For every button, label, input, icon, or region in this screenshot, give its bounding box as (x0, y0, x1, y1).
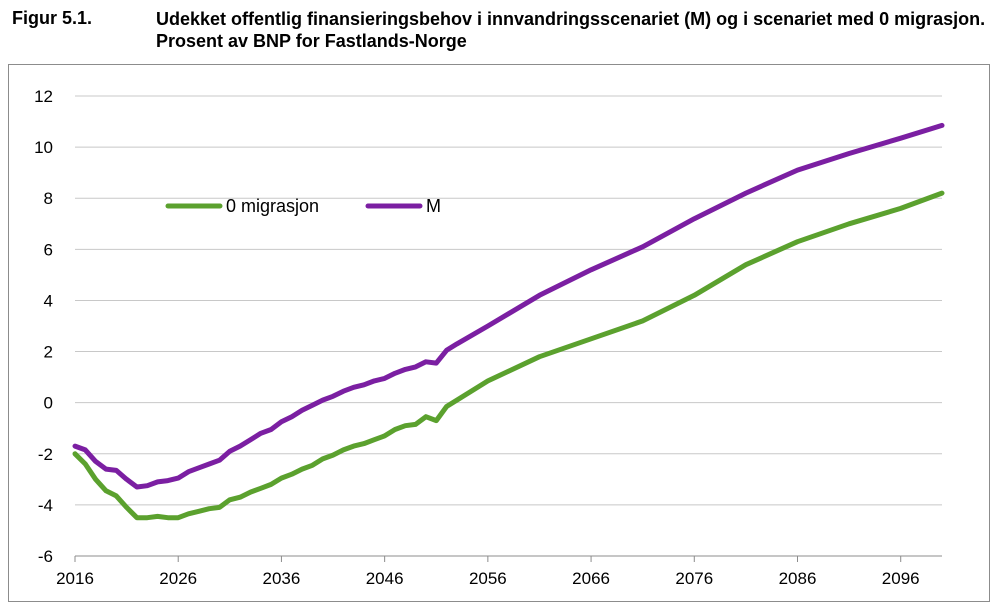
x-tick-label: 2056 (469, 569, 507, 588)
x-tick-label: 2046 (366, 569, 404, 588)
x-tick-label: 2026 (159, 569, 197, 588)
figure-title: Udekket offentlig finansieringsbehov i i… (156, 9, 986, 51)
series-line-zero-migration (72, 190, 945, 521)
figure-header: Figur 5.1. Udekket offentlig finansierin… (12, 6, 992, 62)
y-tick-label: -4 (38, 496, 53, 515)
y-tick-label: 10 (34, 138, 53, 157)
figure-number: Figur 5.1. (12, 8, 93, 28)
x-tick-label: 2076 (675, 569, 713, 588)
x-tick-label: 2016 (56, 569, 94, 588)
legend: 0 migrasjon M (165, 196, 441, 216)
legend-label: 0 migrasjon (226, 196, 319, 216)
y-tick-label: 4 (44, 291, 53, 310)
y-tick-label: 6 (44, 240, 53, 259)
series-line-m (72, 122, 945, 490)
gridlines (75, 95, 942, 557)
legend-label: M (426, 196, 441, 216)
x-tick-label: 2066 (572, 569, 610, 588)
x-tick-label: 2086 (779, 569, 817, 588)
chart-frame (8, 64, 990, 602)
x-tick-label: 2036 (263, 569, 301, 588)
y-tick-label: -6 (38, 547, 53, 566)
y-tick-label: 0 (44, 394, 53, 413)
x-axis: 2016 2026 2036 2046 2056 2066 2076 2086 2096 (56, 555, 942, 588)
y-tick-label: 8 (44, 189, 53, 208)
y-axis: -6 -4 -2 0 2 4 6 8 10 12 (34, 87, 53, 566)
y-tick-label: 12 (34, 87, 53, 106)
y-tick-label: 2 (44, 343, 53, 362)
series-group (72, 122, 945, 521)
x-tick-label: 2096 (882, 569, 920, 588)
y-tick-label: -2 (38, 445, 53, 464)
